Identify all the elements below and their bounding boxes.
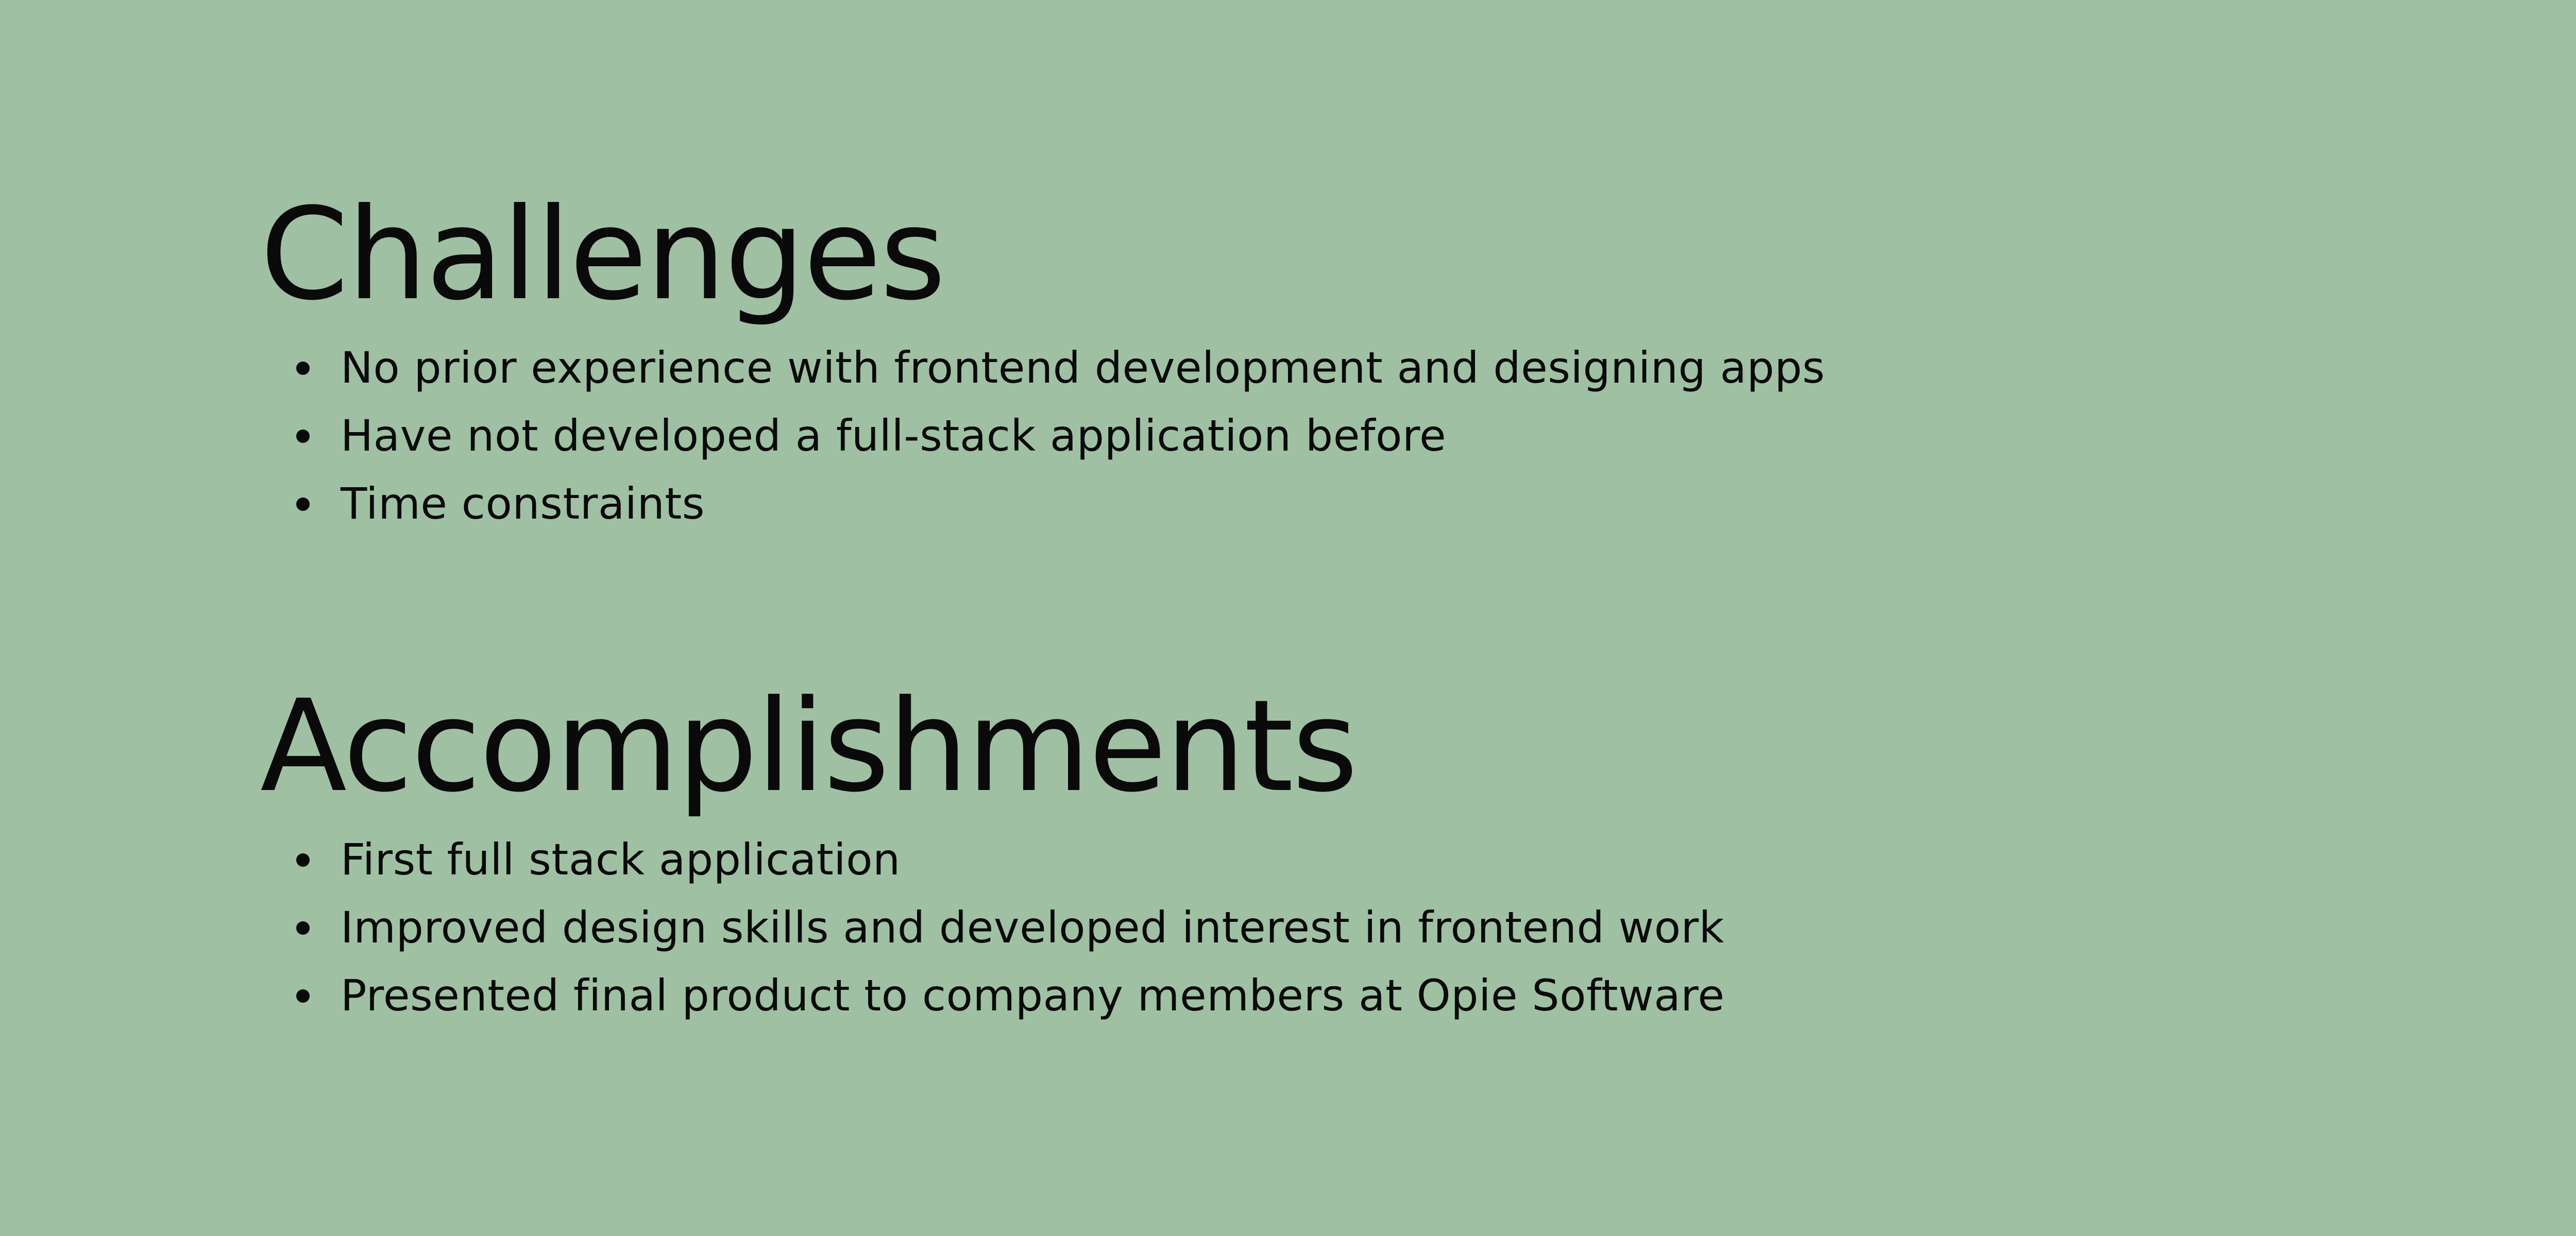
accomplishment-item: First full stack application	[296, 826, 2476, 894]
challenge-text: No prior experience with frontend develo…	[341, 342, 1825, 393]
accomplishments-section: Accomplishments First full stack applica…	[260, 672, 2476, 1029]
challenges-list: No prior experience with frontend develo…	[296, 334, 2476, 538]
challenge-text: Have not developed a full-stack applicat…	[341, 410, 1447, 461]
accomplishment-text: Presented final product to company membe…	[341, 970, 1725, 1021]
accomplishments-list: First full stack application Improved de…	[296, 826, 2476, 1029]
accomplishment-text: Improved design skills and developed int…	[341, 902, 1724, 953]
challenge-item: Have not developed a full-stack applicat…	[296, 402, 2476, 470]
challenge-item: Time constraints	[296, 470, 2476, 538]
challenges-title: Challenges	[260, 181, 946, 329]
bullet-icon	[296, 921, 310, 935]
bullet-icon	[296, 853, 310, 867]
challenge-item: No prior experience with frontend develo…	[296, 334, 2476, 402]
accomplishment-item: Presented final product to company membe…	[296, 962, 2476, 1029]
challenges-section: Challenges No prior experience with fron…	[260, 180, 2476, 538]
accomplishment-text: First full stack application	[341, 834, 901, 885]
bullet-icon	[296, 989, 310, 1003]
accomplishments-title: Accomplishments	[260, 673, 1358, 820]
accomplishment-item: Improved design skills and developed int…	[296, 894, 2476, 962]
challenge-text: Time constraints	[341, 478, 705, 529]
bullet-icon	[296, 497, 310, 511]
bullet-icon	[296, 430, 310, 443]
bullet-icon	[296, 362, 310, 375]
